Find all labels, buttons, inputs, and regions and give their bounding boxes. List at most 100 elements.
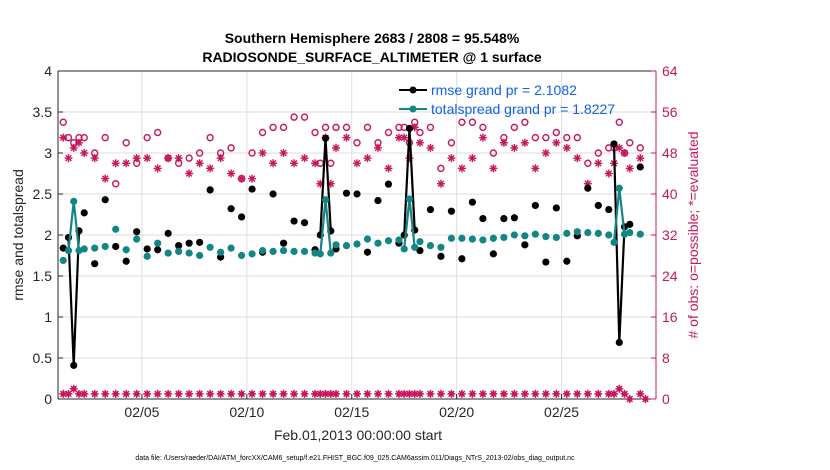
rmse-point (70, 361, 78, 369)
totalspread-point (584, 228, 592, 237)
totalspread-point (552, 233, 560, 242)
rmse-point (610, 140, 618, 148)
evaluated-count-marker-stroke (553, 139, 560, 147)
evaluated-count-marker (185, 169, 194, 178)
rmse-point (374, 196, 382, 205)
evaluated-count-marker-stroke (185, 170, 193, 177)
possible-count-marker (563, 133, 571, 142)
totalspread-point (489, 234, 497, 242)
low-count-dot (92, 391, 98, 397)
legend-totalspread-label: totalspread grand pr = 1.8227 (431, 101, 615, 117)
possible-count-marker (636, 144, 644, 152)
rmse-point (405, 124, 414, 132)
rmse-point (279, 239, 288, 247)
totalspread-point (416, 237, 424, 246)
evaluated-count-marker (258, 149, 267, 157)
evaluated-count-marker-stroke (269, 159, 277, 167)
possible-count-marker (59, 118, 67, 126)
totalspread-point (258, 246, 267, 255)
evaluated-count-marker-stroke (164, 154, 172, 162)
rmse-point (605, 205, 613, 214)
evaluated-count-marker (237, 174, 246, 183)
totalspread-point (400, 245, 408, 253)
rmse-point (206, 186, 214, 194)
low-count-dot (134, 391, 140, 397)
rmse-point (300, 219, 309, 227)
low-count-dot (642, 396, 649, 402)
totalspread-point (248, 250, 256, 258)
evaluated-count-marker (520, 138, 529, 147)
evaluated-count-marker (59, 133, 68, 142)
totalspread-point (468, 235, 477, 243)
totalspread-point (80, 245, 88, 253)
possible-count-marker (447, 139, 456, 147)
possible-count-marker (227, 144, 235, 152)
evaluated-count-marker-stroke (133, 154, 141, 162)
evaluated-count-marker (111, 159, 120, 168)
low-count-dot (490, 391, 496, 397)
rmse-point (479, 215, 487, 223)
evaluated-count-marker (132, 154, 141, 163)
evaluated-count-marker-stroke (65, 154, 72, 162)
evaluated-count-marker (164, 154, 173, 163)
rmse-point (122, 257, 130, 265)
evaluated-count-marker (636, 154, 645, 163)
rmse-point (584, 184, 592, 192)
evaluated-count-marker (400, 133, 409, 142)
evaluated-count-marker (468, 154, 477, 163)
low-count-dot (291, 391, 297, 397)
totalspread-point (531, 230, 539, 238)
evaluated-count-marker-stroke (511, 144, 518, 152)
rmse-point (342, 189, 351, 197)
rmse-point (468, 198, 477, 206)
possible-count-marker (258, 128, 267, 137)
y-tick-label: 3.5 (33, 104, 53, 120)
rmse-point (269, 190, 277, 198)
evaluated-count-marker (489, 164, 498, 173)
totalspread-point (175, 247, 183, 255)
evaluated-count-marker (153, 164, 162, 173)
totalspread-point (101, 242, 109, 251)
y-tick-label: 1.5 (33, 268, 53, 284)
totalspread-point (269, 247, 277, 255)
rmse-point (636, 163, 644, 171)
evaluated-count-marker-stroke (636, 154, 644, 162)
possible-count-marker (542, 133, 550, 142)
low-count-dot (81, 391, 87, 397)
low-count-dot (427, 391, 434, 397)
y-right-tick-label: 16 (662, 309, 678, 325)
rmse-point (164, 229, 172, 237)
possible-count-marker (605, 144, 613, 152)
evaluated-count-marker (342, 133, 351, 142)
evaluated-count-marker (415, 138, 424, 147)
evaluated-count-marker (562, 143, 571, 152)
totalspread-point (279, 246, 288, 255)
totalspread-point (437, 243, 445, 251)
evaluated-count-marker-stroke (343, 134, 350, 141)
evaluated-count-marker (436, 179, 445, 188)
evaluated-count-marker-stroke (112, 159, 120, 167)
low-count-dot (60, 391, 66, 397)
evaluated-count-marker-stroke (458, 165, 466, 172)
low-count-dot (301, 391, 308, 397)
possible-count-marker (521, 118, 529, 126)
totalspread-point (311, 249, 319, 257)
evaluated-count-marker-stroke (290, 159, 298, 167)
low-count-dot (375, 391, 381, 397)
possible-count-marker (206, 133, 214, 142)
evaluated-count-marker-stroke (605, 170, 613, 177)
y-right-tick-label: 48 (662, 145, 678, 161)
evaluated-count-marker-stroke (573, 154, 581, 162)
legend-rmse-marker (409, 86, 417, 94)
rmse-point (510, 214, 518, 222)
rmse-point (196, 238, 204, 246)
rmse-point (594, 201, 602, 210)
possible-count-marker (363, 123, 372, 132)
rmse-point (489, 250, 497, 258)
possible-count-marker (416, 128, 424, 137)
totalspread-point (70, 197, 78, 205)
low-count-dot (333, 391, 339, 397)
evaluated-count-marker (101, 174, 110, 183)
y-axis-right-label: # of obs: o=possible; *=evaluated (685, 131, 701, 338)
evaluated-count-marker-stroke (154, 165, 161, 172)
